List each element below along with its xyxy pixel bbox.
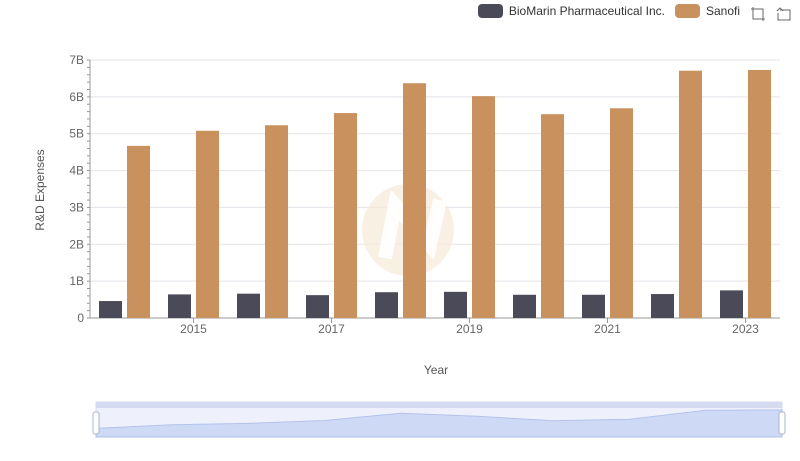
- legend-swatch-sanofi: [674, 4, 700, 18]
- bars: [99, 69, 771, 319]
- bar-sanofi-2018[interactable]: [403, 83, 426, 318]
- legend-label-sanofi: Sanofi: [705, 4, 740, 18]
- y-tick-label: 4B: [69, 164, 84, 178]
- y-tick-label: 7B: [69, 53, 84, 67]
- bar-sanofi-2020[interactable]: [541, 114, 564, 319]
- y-tick-label: 2B: [69, 237, 84, 251]
- data-zoom-slider[interactable]: [92, 401, 786, 438]
- legend-label-biomarin: BioMarin Pharmaceutical Inc.: [508, 4, 665, 18]
- y-axis: 0 1B 2B 3B 4B 5B 6B 7B: [69, 53, 91, 325]
- y-axis-label: R&D Expenses: [33, 149, 47, 231]
- bar-biomarin-2016[interactable]: [237, 293, 260, 318]
- legend-item-sanofi[interactable]: Sanofi: [674, 4, 740, 18]
- bar-sanofi-2022[interactable]: [679, 70, 702, 318]
- bar-biomarin-2018[interactable]: [375, 292, 398, 318]
- bar-biomarin-2017[interactable]: [306, 295, 329, 318]
- x-tick-label: 2023: [732, 322, 759, 336]
- legend: BioMarin Pharmaceutical Inc. Sanofi: [477, 4, 740, 18]
- slider-top-bar[interactable]: [96, 402, 782, 408]
- y-tick-label: 3B: [69, 200, 84, 214]
- bar-biomarin-2015[interactable]: [168, 294, 191, 318]
- slider-handle-right[interactable]: [778, 411, 786, 435]
- x-tick-label: 2021: [594, 322, 621, 336]
- bar-biomarin-2023[interactable]: [720, 290, 743, 318]
- slider-handle-left[interactable]: [92, 411, 100, 435]
- x-tick-label: 2017: [318, 322, 345, 336]
- bar-biomarin-2021[interactable]: [582, 294, 605, 318]
- y-tick-label: 6B: [69, 90, 84, 104]
- x-axis-label: Year: [423, 363, 449, 377]
- bar-sanofi-2019[interactable]: [472, 96, 495, 319]
- grid-lines: [90, 59, 780, 319]
- reset-zoom-icon[interactable]: [776, 6, 792, 22]
- x-axis: 2015 2017 2019 2021 2023: [90, 317, 780, 336]
- y-tick-label: 5B: [69, 127, 84, 141]
- bar-sanofi-2014[interactable]: [127, 145, 150, 318]
- zoom-icon[interactable]: [750, 6, 766, 22]
- slider-preview-area: [95, 409, 783, 438]
- bar-sanofi-2016[interactable]: [265, 125, 288, 318]
- x-tick-label: 2015: [180, 322, 207, 336]
- bar-sanofi-2021[interactable]: [610, 108, 633, 318]
- bar-biomarin-2014[interactable]: [99, 301, 122, 318]
- bar-sanofi-2017[interactable]: [334, 113, 357, 319]
- y-tick-label: 1B: [69, 274, 84, 288]
- legend-item-biomarin[interactable]: BioMarin Pharmaceutical Inc.: [477, 4, 665, 18]
- toolbox: [750, 6, 792, 22]
- bar-sanofi-2023[interactable]: [748, 69, 771, 318]
- bar-biomarin-2020[interactable]: [513, 294, 536, 318]
- legend-swatch-biomarin: [477, 4, 503, 18]
- x-tick-label: 2019: [456, 322, 483, 336]
- bar-sanofi-2015[interactable]: [196, 130, 219, 318]
- y-tick-label: 0: [77, 311, 84, 325]
- bar-biomarin-2022[interactable]: [651, 294, 674, 318]
- bar-biomarin-2019[interactable]: [444, 291, 467, 318]
